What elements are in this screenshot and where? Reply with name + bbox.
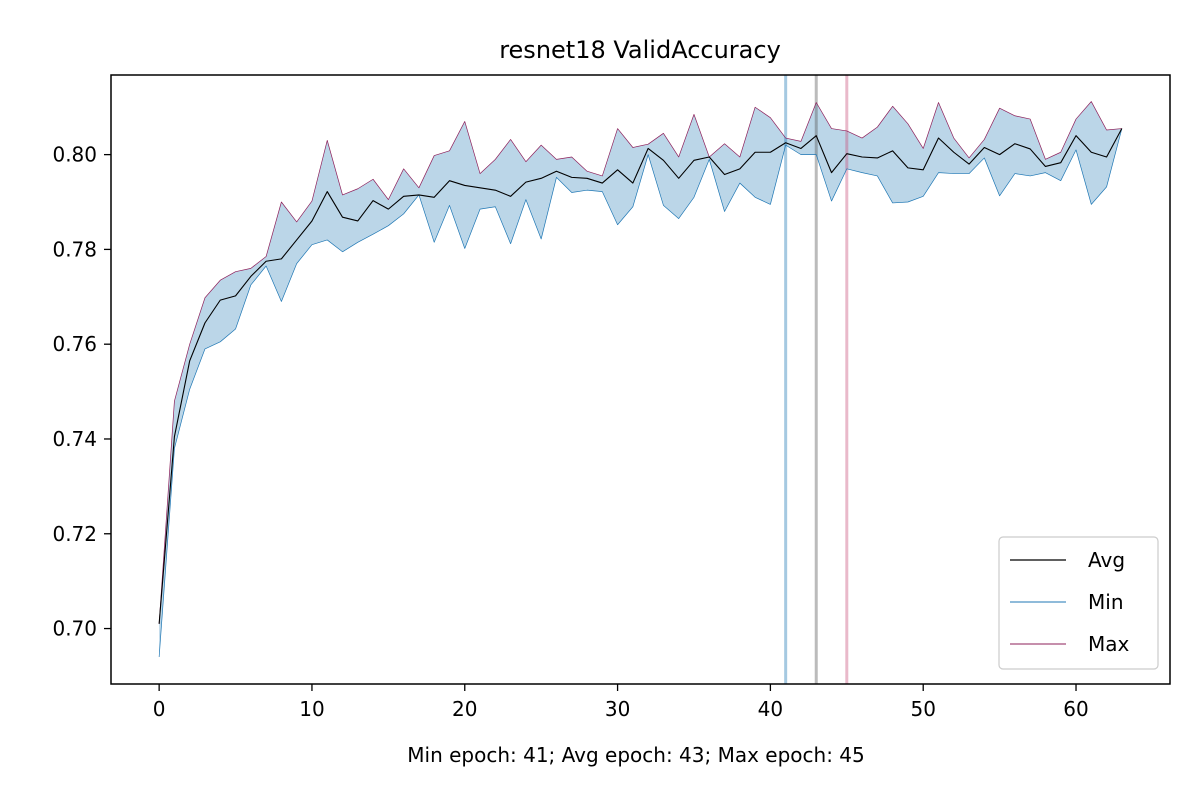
x-tick-label: 0 xyxy=(153,697,166,721)
plot-frame xyxy=(110,74,1171,685)
legend-label-max: Max xyxy=(1088,632,1130,656)
x-tick-label: 50 xyxy=(910,697,935,721)
x-tick-label: 30 xyxy=(605,697,630,721)
x-tick-label: 60 xyxy=(1063,697,1088,721)
y-tick-label: 0.74 xyxy=(52,427,97,451)
plot-area xyxy=(158,75,1123,684)
min-max-band xyxy=(159,101,1122,657)
y-tick-label: 0.78 xyxy=(52,237,97,261)
x-axis-label: Min epoch: 41; Avg epoch: 43; Max epoch:… xyxy=(407,743,865,767)
legend: Avg Min Max xyxy=(998,536,1159,670)
x-tick-label: 20 xyxy=(452,697,477,721)
x-tick-label: 10 xyxy=(299,697,324,721)
y-axis: 0.70 0.72 0.74 0.76 0.78 0.80 xyxy=(52,143,111,641)
x-axis: 0 10 20 30 40 50 60 xyxy=(153,684,1089,721)
y-tick-label: 0.72 xyxy=(52,522,97,546)
legend-box xyxy=(998,536,1159,670)
x-tick-label: 40 xyxy=(758,697,783,721)
legend-label-min: Min xyxy=(1088,590,1124,614)
y-tick-label: 0.80 xyxy=(52,143,97,167)
series-line-max xyxy=(158,101,1122,624)
series-line-min xyxy=(158,128,1123,658)
series-line-avg xyxy=(158,128,1123,624)
y-tick-label: 0.76 xyxy=(52,332,97,356)
y-tick-label: 0.70 xyxy=(52,617,97,641)
chart-title: resnet18 ValidAccuracy xyxy=(499,36,781,64)
legend-label-avg: Avg xyxy=(1088,548,1125,572)
